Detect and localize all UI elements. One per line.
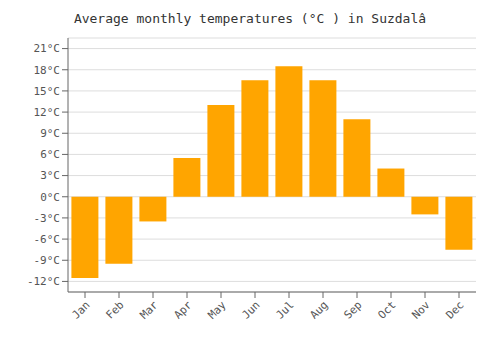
svg-text:May: May (205, 298, 229, 322)
html-text:Average monthly temperatures (: Average monthly temperatures (°C ) in Su… (73, 11, 427, 26)
svg-text:Oct: Oct (375, 298, 398, 321)
svg-text:Jun: Jun (239, 298, 262, 321)
svg-text:12°C: 12°C (34, 106, 61, 119)
svg-text:Jul: Jul (273, 298, 296, 321)
svg-text:18°C: 18°C (34, 64, 61, 77)
svg-text:Mar: Mar (137, 298, 161, 322)
svg-text:Jan: Jan (69, 298, 92, 321)
svg-text:Nov: Nov (409, 298, 433, 322)
svg-text:3°C: 3°C (40, 169, 60, 182)
svg-text:21°C: 21°C (34, 42, 61, 55)
svg-text:6°C: 6°C (40, 148, 60, 161)
svg-text:Feb: Feb (103, 298, 126, 321)
svg-text:-12°C: -12°C (27, 275, 60, 288)
svg-text:0°C: 0°C (40, 191, 60, 204)
svg-text:-6°C: -6°C (34, 233, 61, 246)
svg-text:9°C: 9°C (40, 127, 60, 140)
svg-text:15°C: 15°C (34, 85, 61, 98)
svg-text:Dec: Dec (443, 298, 466, 321)
svg-text:Apr: Apr (171, 298, 195, 322)
svg-text:-3°C: -3°C (34, 212, 61, 225)
svg-text:-9°C: -9°C (34, 254, 61, 267)
svg-text:Aug: Aug (307, 298, 330, 321)
svg-text:Sep: Sep (341, 298, 364, 321)
